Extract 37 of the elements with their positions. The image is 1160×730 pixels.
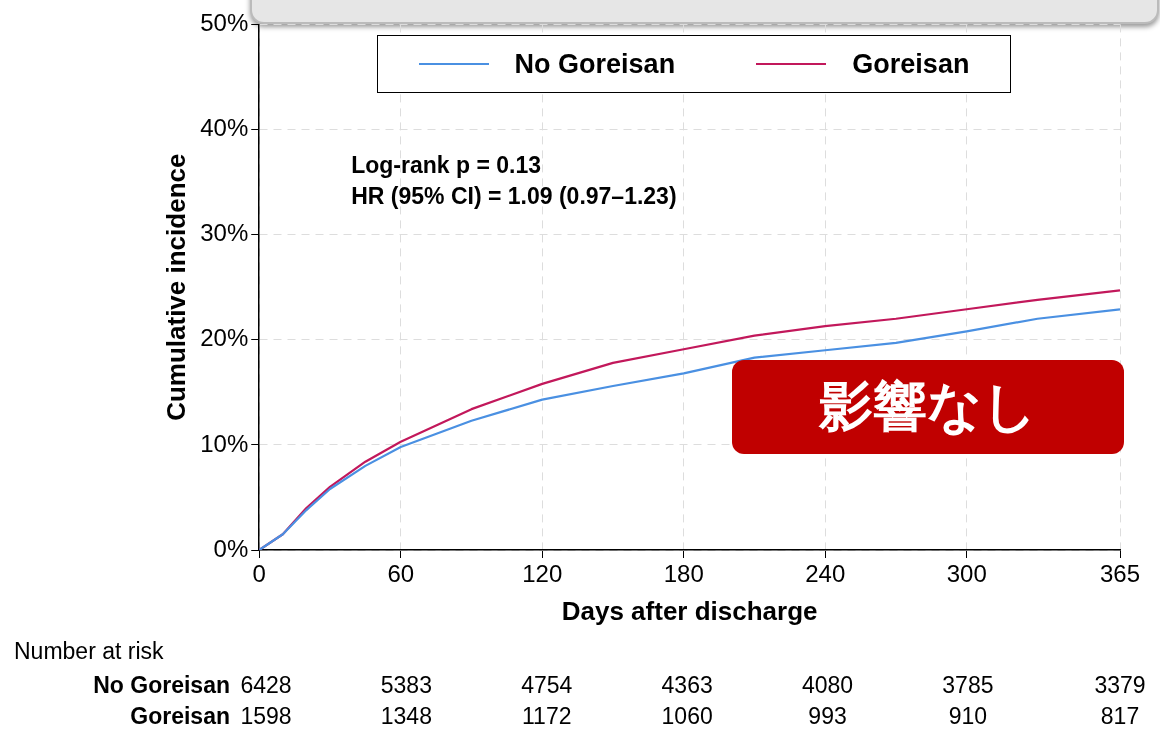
text: Goreisan [130,703,230,729]
text: 817 [1100,703,1140,730]
x-tick-label: 60 [387,560,415,588]
y-tick-label: 40% [200,114,249,142]
x-tick-label: 0 [252,560,266,588]
text: 1060 [661,703,713,730]
x-tick-label: 300 [946,560,987,588]
y-tick-label: 10% [200,429,249,457]
text: 1598 [240,703,292,730]
legend-label: No Goreisan [513,48,676,80]
text: 4363 [661,672,713,699]
x-tick-label: 365 [1099,560,1141,588]
callout-badge: 影響なし [732,360,1124,454]
x-tick-label: 180 [663,560,704,588]
annotation: HR (95% CI) = 1.09 (0.97–1.23) [351,182,677,209]
text: No Goreisan [93,672,230,698]
x-tick-label: 120 [522,560,563,588]
text: 1348 [380,703,432,730]
y-tick-label: 0% [213,534,249,562]
text: 4080 [801,672,854,699]
text: 3785 [942,672,994,699]
text: 4754 [521,672,573,699]
text: Number at risk [14,638,164,665]
y-tick-label: 30% [200,219,249,247]
text: 3379 [1094,672,1146,699]
x-axis-title: Days after discharge [561,595,818,626]
x-tick-label: 240 [805,560,846,588]
annotation: Log-rank p = 0.13 [351,151,542,178]
y-axis-title: Cumulative incidence [160,153,191,421]
text: 5383 [380,672,432,699]
y-tick-label: 50% [200,9,249,37]
legend-label: Goreisan [851,48,970,80]
y-tick-label: 20% [200,324,249,352]
text: 993 [808,703,847,730]
text: 1172 [522,703,572,730]
text: 910 [948,703,988,730]
text: 6428 [240,672,292,699]
